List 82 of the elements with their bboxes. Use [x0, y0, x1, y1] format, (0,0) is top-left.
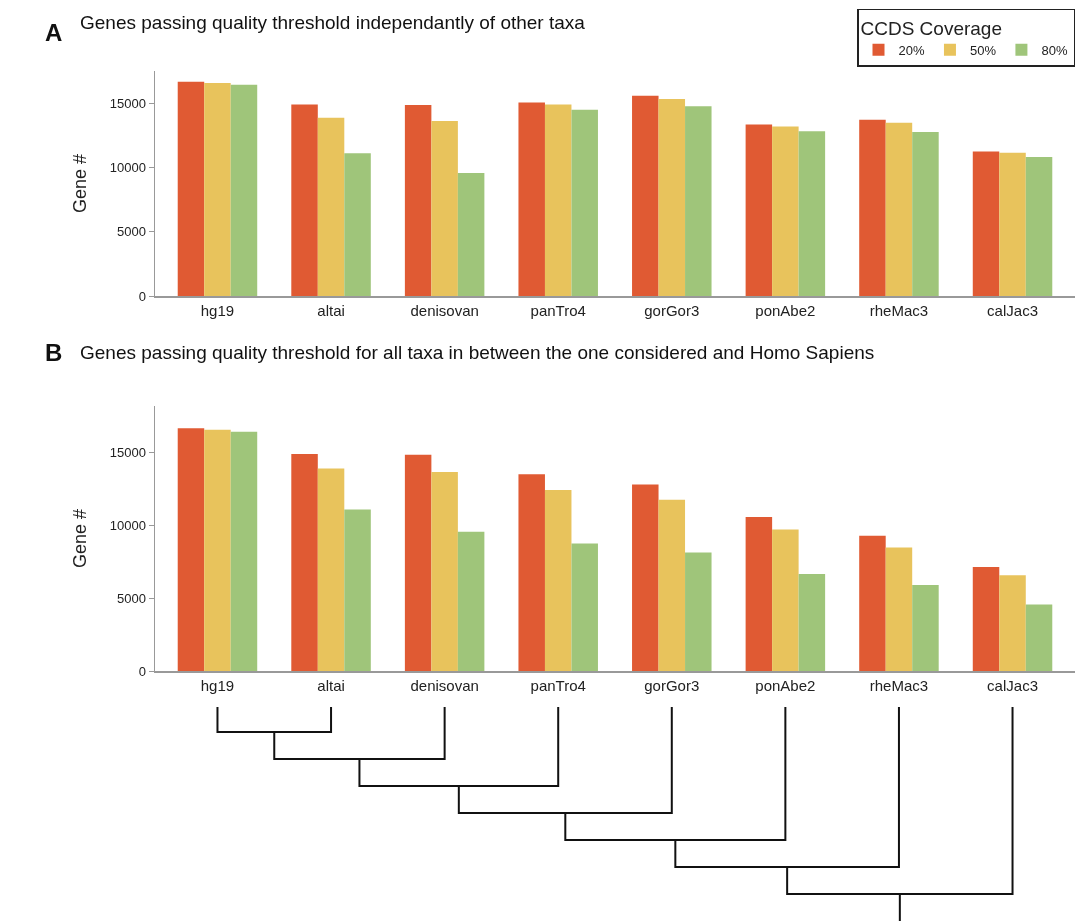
x-tick-label: ponAbe2 — [755, 676, 816, 694]
bar — [658, 98, 686, 296]
y-axis-title: Gene # — [70, 153, 91, 214]
chart-title: Genes passing quality threshold independantly of other taxa — [80, 11, 586, 33]
bar — [317, 468, 345, 671]
bar — [658, 499, 686, 671]
bar — [685, 106, 712, 296]
x-tick-label: gorGor3 — [644, 301, 700, 319]
bar — [291, 104, 318, 296]
bar — [177, 81, 205, 296]
bar — [632, 484, 659, 671]
x-tick-label: hg19 — [200, 301, 235, 319]
bar — [972, 567, 1000, 671]
bar — [344, 153, 371, 296]
y-tick-label: 0 — [138, 663, 146, 679]
x-tick-label: calJac3 — [987, 301, 1038, 319]
bar — [204, 429, 231, 671]
x-tick-label: hg19 — [200, 676, 235, 694]
legend-label: 80% — [1041, 42, 1068, 58]
bar — [571, 543, 598, 671]
bar — [431, 471, 458, 671]
x-tick-label: ponAbe2 — [755, 301, 816, 319]
bar — [859, 119, 886, 296]
bar — [404, 104, 432, 296]
y-tick-label: 15000 — [109, 95, 146, 111]
y-tick-label: 5000 — [116, 224, 146, 240]
bar — [431, 120, 458, 296]
bar — [518, 102, 545, 296]
bar — [685, 552, 712, 671]
legend-title: CCDS Coverage — [860, 17, 1002, 39]
x-tick-label: calJac3 — [987, 676, 1038, 694]
chart-title: Genes passing quality threshold for all taxa in between the one considered and Homo Sapiens — [80, 341, 875, 363]
bar — [404, 454, 432, 671]
bar — [457, 172, 485, 296]
bar — [999, 575, 1026, 671]
x-tick-label: rheMac3 — [869, 676, 929, 694]
x-tick-label: panTro4 — [530, 676, 586, 694]
bar — [885, 547, 913, 671]
x-tick-label: rheMac3 — [869, 301, 929, 319]
bar — [745, 124, 773, 296]
y-axis-title: Gene # — [70, 508, 91, 569]
bar — [518, 474, 545, 671]
bar — [230, 431, 258, 671]
legend-label: 20% — [898, 42, 925, 58]
bar — [457, 531, 485, 671]
bar — [230, 84, 258, 296]
y-tick-label: 15000 — [109, 445, 146, 461]
x-tick-label: altai — [317, 301, 345, 319]
bar — [544, 490, 572, 671]
legend-label: 50% — [969, 42, 997, 58]
text: B — [45, 339, 63, 366]
x-tick-label: altai — [317, 676, 345, 694]
x-tick-label: denisovan — [410, 301, 479, 319]
bar — [772, 126, 799, 296]
bar — [798, 573, 826, 671]
x-tick-label: gorGor3 — [644, 676, 700, 694]
bar — [885, 122, 913, 296]
bar — [177, 428, 205, 671]
x-tick-label: denisovan — [410, 676, 479, 694]
bar — [859, 535, 886, 671]
bar — [632, 95, 659, 296]
bar — [972, 151, 1000, 296]
bar — [1025, 604, 1053, 671]
bar — [1025, 157, 1053, 296]
y-tick-label: 10000 — [109, 517, 146, 533]
bar — [999, 152, 1026, 296]
bar — [544, 104, 572, 296]
text: A — [45, 19, 63, 46]
bar — [912, 131, 939, 296]
x-tick-label: panTro4 — [530, 301, 586, 319]
bar — [772, 529, 799, 671]
bar — [344, 509, 371, 671]
bar — [912, 585, 939, 671]
y-tick-label: 0 — [138, 288, 146, 304]
y-tick-label: 5000 — [116, 590, 146, 606]
bar — [291, 454, 318, 671]
bar — [317, 117, 345, 296]
y-tick-label: 10000 — [109, 159, 146, 175]
bar — [798, 131, 826, 296]
bar — [745, 517, 773, 671]
bar — [204, 82, 231, 296]
bar — [571, 109, 598, 296]
